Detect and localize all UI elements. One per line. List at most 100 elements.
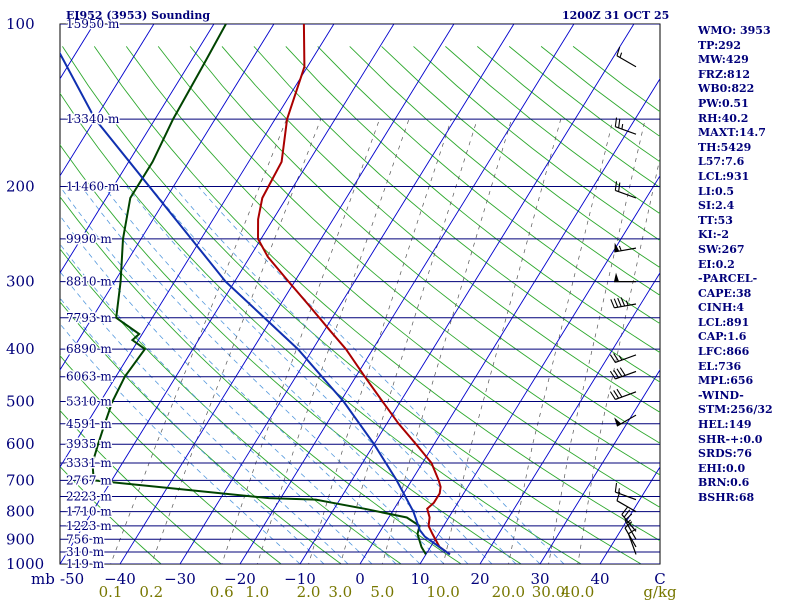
dry-adiabat bbox=[60, 248, 402, 564]
index-item: CINH:4 bbox=[698, 301, 745, 315]
isotherm bbox=[359, 77, 660, 564]
wind-barb-staff bbox=[615, 189, 637, 199]
wind-barb-flag bbox=[614, 242, 620, 252]
pressure-label: 600 bbox=[6, 435, 35, 453]
temperature-tick: 40 bbox=[590, 570, 609, 588]
isotherm bbox=[119, 24, 455, 564]
isotherm bbox=[60, 24, 335, 468]
index-item: BRN:0.6 bbox=[698, 476, 750, 490]
wind-barb bbox=[614, 242, 637, 253]
wind-barb bbox=[609, 367, 637, 380]
temperature-tick: 10 bbox=[410, 570, 429, 588]
chart-time: 1200Z 31 OCT 25 bbox=[562, 9, 670, 22]
dry-adiabat bbox=[60, 409, 222, 564]
index-item: SI:2.4 bbox=[698, 199, 735, 213]
index-item: WB0:822 bbox=[698, 82, 755, 96]
wind-barb-full bbox=[613, 390, 620, 399]
wind-barb bbox=[614, 414, 637, 427]
height-label: 3935 m bbox=[66, 437, 112, 451]
mixing-ratio-line bbox=[150, 118, 322, 564]
wind-barb-full bbox=[613, 353, 620, 362]
dry-adiabat bbox=[189, 46, 660, 444]
wind-barb bbox=[614, 272, 636, 283]
index-item: CAP:1.6 bbox=[698, 330, 747, 344]
index-item: MPL:656 bbox=[698, 374, 754, 388]
mixing-ratio-label: 2.0 bbox=[297, 583, 321, 600]
isotherm bbox=[60, 24, 275, 371]
pressure-label: 800 bbox=[6, 503, 35, 521]
wind-barb-staff bbox=[615, 370, 637, 380]
mixing-ratio-label: 30.0 bbox=[532, 583, 565, 600]
dewpoint-line bbox=[91, 24, 427, 555]
wind-barb-full bbox=[620, 297, 626, 307]
index-item: TP:292 bbox=[698, 38, 742, 52]
wind-barb bbox=[610, 297, 637, 309]
height-label: 4591 m bbox=[66, 417, 112, 431]
isotherm bbox=[60, 24, 155, 177]
pressure-label: 900 bbox=[6, 530, 35, 548]
chart-title: EI952 (3953) Sounding bbox=[66, 9, 211, 22]
index-item: SHR-+:0.0 bbox=[698, 432, 763, 446]
height-label: 13340 m bbox=[66, 112, 120, 126]
wind-barb-flag bbox=[614, 417, 622, 427]
wind-barb-staff bbox=[615, 126, 637, 135]
wind-barb-staff bbox=[616, 55, 637, 68]
index-item: MAXT:14.7 bbox=[698, 126, 766, 140]
dry-adiabat bbox=[60, 92, 583, 564]
moist-adiabat bbox=[126, 186, 493, 564]
wind-barb bbox=[616, 46, 637, 68]
moist-adiabat bbox=[198, 186, 565, 564]
wind-barb-full bbox=[609, 354, 616, 363]
profile-lines bbox=[60, 24, 451, 556]
wind-barb-staff bbox=[615, 354, 637, 363]
pressure-label: 400 bbox=[6, 340, 35, 358]
index-item: EHI:0.0 bbox=[698, 461, 746, 475]
index-item: RH:40.2 bbox=[698, 111, 749, 125]
plot-area bbox=[59, 23, 661, 565]
wind-barb-half bbox=[618, 488, 620, 494]
mixing-ratio-line bbox=[577, 156, 660, 564]
isotherm bbox=[539, 369, 660, 564]
temperature-tick: −20 bbox=[224, 570, 256, 588]
index-item: LCL:931 bbox=[698, 169, 750, 183]
wind-barb bbox=[614, 181, 637, 199]
dry-adiabat bbox=[317, 46, 660, 325]
pressure-label: 500 bbox=[6, 392, 35, 410]
wind-barb-full bbox=[623, 509, 631, 518]
wind-barb-staff bbox=[621, 514, 637, 532]
mixing-ratio-label: 1.0 bbox=[245, 583, 269, 600]
wind-barb-staff bbox=[627, 533, 637, 555]
wind-barb-full bbox=[616, 491, 621, 501]
index-item: L57:7.6 bbox=[698, 155, 745, 169]
wind-barb-full bbox=[614, 482, 618, 493]
wind-barb bbox=[609, 388, 637, 400]
celsius-unit: C bbox=[654, 570, 665, 588]
isotherm bbox=[60, 24, 215, 274]
index-item: WMO: 3953 bbox=[698, 24, 771, 37]
wind-barb-staff bbox=[616, 500, 637, 513]
wind-barb-full bbox=[616, 46, 621, 56]
wind-barb-staff bbox=[615, 391, 637, 400]
wind-barb-staff bbox=[614, 303, 637, 309]
moist-adiabat bbox=[60, 297, 325, 564]
isotherm bbox=[60, 24, 395, 564]
wind-barb-full bbox=[614, 117, 618, 127]
wind-barbs bbox=[609, 46, 637, 555]
temperature-line bbox=[256, 24, 451, 556]
isotherm bbox=[599, 466, 660, 564]
pressure-unit: mb bbox=[31, 570, 55, 588]
wind-barb-full bbox=[624, 513, 633, 521]
pressure-label: 300 bbox=[6, 273, 35, 291]
index-item: SRDS:76 bbox=[698, 447, 752, 461]
wind-barb-half bbox=[625, 300, 629, 306]
temperature-tick: −30 bbox=[164, 570, 196, 588]
pressure-label: 1000 bbox=[6, 555, 44, 573]
index-item: HEL:149 bbox=[698, 418, 752, 432]
index-item: CAPE:38 bbox=[698, 286, 752, 300]
temperature-tick: −10 bbox=[284, 570, 316, 588]
wind-barb bbox=[627, 528, 637, 555]
mixing-ratio-label: 0.6 bbox=[210, 583, 234, 600]
dry-adiabat bbox=[60, 301, 342, 564]
index-item: EI:0.2 bbox=[698, 257, 735, 271]
dry-adiabat bbox=[349, 46, 660, 296]
